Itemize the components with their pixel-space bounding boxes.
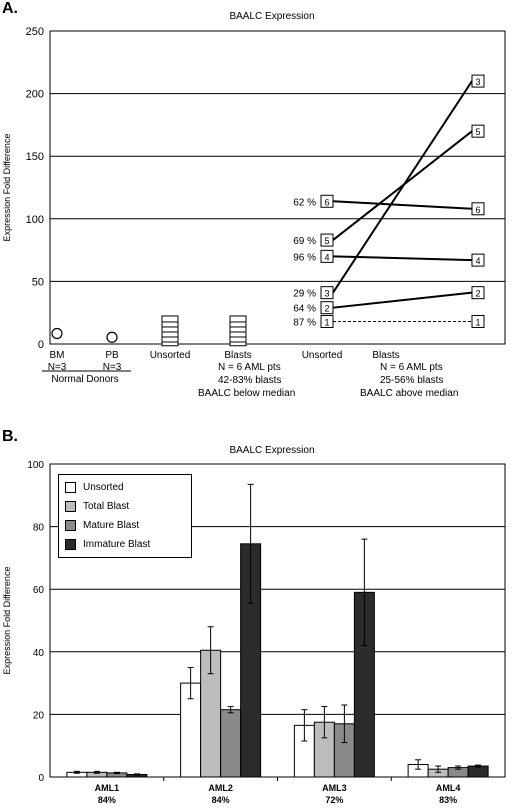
patient-box-blasts-1 [471,314,485,328]
group-label-0-0: Normal Donors [51,374,118,385]
chart-b-title: BAALC Expression [229,445,315,456]
plot-area-a [49,30,506,345]
y-tick-b-4: 80 [33,523,45,534]
y-axis-label-b: Expression Fold Difference [2,567,12,675]
patient-box-unsorted-2 [320,301,334,315]
patient-id-unsorted-6: 6 [324,197,329,207]
category-name-3: AML4 [436,783,461,793]
y-tick-b-1: 20 [33,710,45,721]
legend-item-mature-blast: Mature Blast [65,516,185,535]
patient-id-blasts-3: 3 [475,77,480,87]
y-tick-a-5: 250 [26,26,44,38]
patient-pct-5: 69 % [293,236,316,247]
box-below-unsorted-5 [161,315,179,323]
x-label-a-3: Blasts [224,350,251,361]
group-label-2-0: N = 6 AML pts [380,362,443,373]
x-label-a-sub-1: N=3 [103,362,122,373]
panel-b-label: B. [2,428,18,445]
patient-line-4 [332,255,473,262]
patient-id-blasts-2: 2 [475,289,480,299]
legend-swatch-total-blast [65,501,76,512]
category-name-0: AML1 [95,783,120,793]
point-normal-pb [106,331,118,343]
x-label-a-1: PB [105,350,119,361]
y-tick-b-2: 40 [33,648,45,659]
legend-label-total-blast: Total Blast [83,501,130,512]
group-label-1-2: BAALC below median [198,388,295,399]
patient-pct-4: 96 % [293,252,316,263]
category-pct-3: 83% [439,795,457,805]
patient-id-blasts-1: 1 [475,317,480,327]
patient-box-blasts-4 [471,253,485,267]
legend-item-unsorted: Unsorted [65,478,185,497]
panel-a-label: A. [2,0,18,17]
chart-b-legend: Unsorted Total Blast Mature Blast Immatu… [58,474,192,558]
box-below-blasts-5 [229,315,247,323]
patient-pct-1: 87 % [293,317,316,328]
category-name-1: AML2 [208,783,233,793]
x-label-a-2: Unsorted [150,350,191,361]
legend-item-immature-blast: Immature Blast [65,535,185,554]
category-pct-0: 84% [98,795,116,805]
patient-box-unsorted-4 [320,249,334,263]
patient-box-blasts-6 [471,202,485,216]
chart-a-title: BAALC Expression [229,11,315,22]
patient-id-blasts-5: 5 [475,127,480,137]
patient-box-blasts-2 [471,286,485,300]
y-tick-a-4: 200 [26,89,44,101]
y-tick-a-3: 150 [26,151,44,163]
patient-line-5 [332,130,473,241]
bar-mature-blast-1 [220,709,242,778]
x-label-a-sub-0: N=3 [48,362,67,373]
y-tick-b-0: 0 [38,773,44,784]
patient-box-unsorted-3 [320,286,334,300]
group-label-1-0: N = 6 AML pts [218,362,281,373]
patient-pct-2: 64 % [293,304,316,315]
patient-id-unsorted-4: 4 [324,252,329,262]
patient-id-blasts-6: 6 [475,205,480,215]
legend-swatch-unsorted [65,482,76,493]
bar-immature-blast-3 [467,765,489,778]
y-tick-a-0: 0 [38,339,44,351]
y-tick-b-3: 60 [33,585,45,596]
patient-box-unsorted-6 [320,194,334,208]
group-label-1-1: 42-83% blasts [218,375,281,386]
legend-label-mature-blast: Mature Blast [83,520,140,531]
y-axis-label-a: Expression Fold Difference [2,134,12,242]
patient-id-unsorted-1: 1 [324,317,329,327]
group-label-2-2: BAALC above median [360,388,458,399]
legend-swatch-mature-blast [65,520,76,531]
patient-id-blasts-4: 4 [475,256,480,266]
patient-box-unsorted-1 [320,314,334,328]
patient-line-2 [332,291,473,309]
y-tick-b-5: 100 [27,460,44,471]
category-pct-2: 72% [325,795,343,805]
patient-box-unsorted-5 [320,233,334,247]
chart-a: 0 50 100 150 200 250 Expression Fold Differenc… [2,26,506,399]
category-name-2: AML3 [322,783,347,793]
legend-swatch-immature-blast [65,539,76,550]
group-label-2-1: 25-56% blasts [380,375,443,386]
point-normal-bm [51,327,63,340]
y-tick-a-1: 50 [32,276,44,288]
x-label-a-0: BM [50,350,65,361]
patient-id-unsorted-5: 5 [324,236,329,246]
patient-line-6 [332,200,473,210]
y-tick-a-2: 100 [26,214,44,226]
legend-label-immature-blast: Immature Blast [83,539,151,550]
patient-box-blasts-3 [471,74,485,88]
x-label-a-4: Unsorted [302,350,343,361]
legend-item-total-blast: Total Blast [65,497,185,516]
patient-box-blasts-5 [471,124,485,138]
legend-label-unsorted: Unsorted [83,482,124,493]
x-label-a-5: Blasts [372,350,399,361]
patient-pct-6: 62 % [293,197,316,208]
patient-id-unsorted-3: 3 [324,289,329,299]
patient-pct-3: 29 % [293,289,316,300]
patient-id-unsorted-2: 2 [324,304,329,314]
category-pct-1: 84% [212,795,230,805]
